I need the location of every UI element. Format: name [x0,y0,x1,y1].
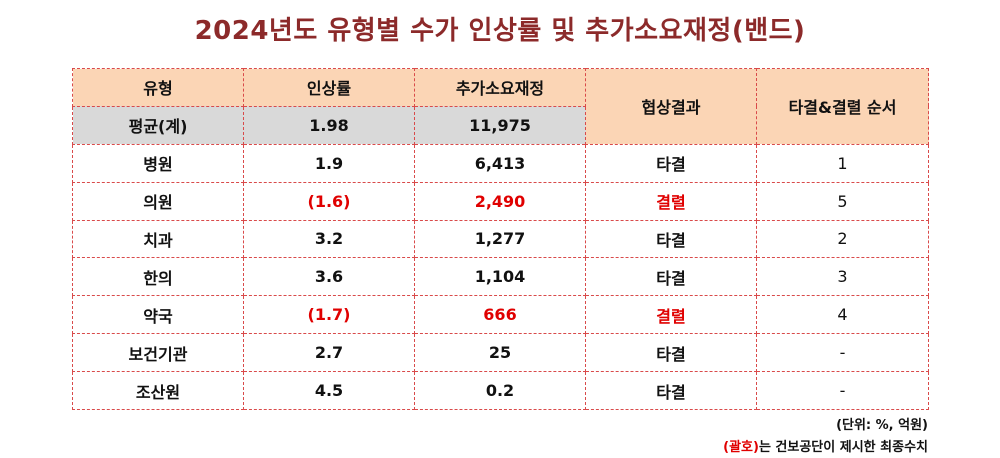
average-row: 평균(계) 1.98 11,975 [72,105,929,145]
row-type: 병원 [72,143,244,183]
bracket-rest: 는 건보공단이 제시한 최종수치 [758,440,928,455]
row-order: - [756,371,929,410]
row-budget: 666 [414,295,586,335]
row-rate: (1.7) [243,295,415,335]
page-title: 2024년도 유형별 수가 인상률 및 추가소요재정(밴드) [194,16,806,46]
table-row: 한의 3.6 1,104 타결 3 [72,257,929,297]
row-type: 한의 [72,257,244,297]
unit-note: (단위: %, 억원) [836,418,928,433]
row-rate: 3.6 [243,257,415,297]
row-result: 타결 [585,219,757,259]
table-row: 의원 (1.6) 2,490 결렬 5 [72,181,929,221]
row-result: 타결 [585,257,757,297]
row-budget: 1,277 [414,219,586,259]
row-rate: 4.5 [243,371,415,410]
row-order: - [756,333,929,373]
row-result: 타결 [585,333,757,373]
header-order: 타결&결렬 순서 [756,68,929,145]
row-order: 4 [756,295,929,335]
row-order: 3 [756,257,929,297]
table-row: 약국 (1.7) 666 결렬 4 [72,295,929,335]
fee-table: 유형 인상률 추가소요재정 협상결과 타결&결렬 순서 평균(계) 1.98 1… [72,68,929,410]
header-result: 협상결과 [585,68,757,145]
table-row: 조산원 4.5 0.2 타결 - [72,371,929,410]
header-rate: 인상률 [243,68,415,107]
bracket-word: (괄호) [723,440,759,455]
row-type: 의원 [72,181,244,221]
row-type: 보건기관 [72,333,244,373]
table-row: 보건기관 2.7 25 타결 - [72,333,929,373]
header-budget: 추가소요재정 [414,68,586,107]
average-budget: 11,975 [414,105,586,145]
row-rate: 1.9 [243,143,415,183]
row-budget: 0.2 [414,371,586,410]
row-result: 결렬 [585,181,757,221]
row-budget: 2,490 [414,181,586,221]
row-type: 치과 [72,219,244,259]
table-row: 치과 3.2 1,277 타결 2 [72,219,929,259]
row-budget: 25 [414,333,586,373]
row-rate: 2.7 [243,333,415,373]
row-rate: (1.6) [243,181,415,221]
table-row: 병원 1.9 6,413 타결 1 [72,143,929,183]
row-result: 타결 [585,371,757,410]
row-result: 타결 [585,143,757,183]
row-order: 1 [756,143,929,183]
row-order: 2 [756,219,929,259]
row-order: 5 [756,181,929,221]
average-label: 평균(계) [72,105,244,145]
row-budget: 1,104 [414,257,586,297]
header-type: 유형 [72,68,244,107]
header-row: 유형 인상률 추가소요재정 협상결과 타결&결렬 순서 [72,68,929,145]
row-type: 약국 [72,295,244,335]
bracket-note: (괄호)는 건보공단이 제시한 최종수치 [723,436,928,455]
row-budget: 6,413 [414,143,586,183]
average-rate: 1.98 [243,105,415,145]
row-type: 조산원 [72,371,244,410]
row-rate: 3.2 [243,219,415,259]
row-result: 결렬 [585,295,757,335]
